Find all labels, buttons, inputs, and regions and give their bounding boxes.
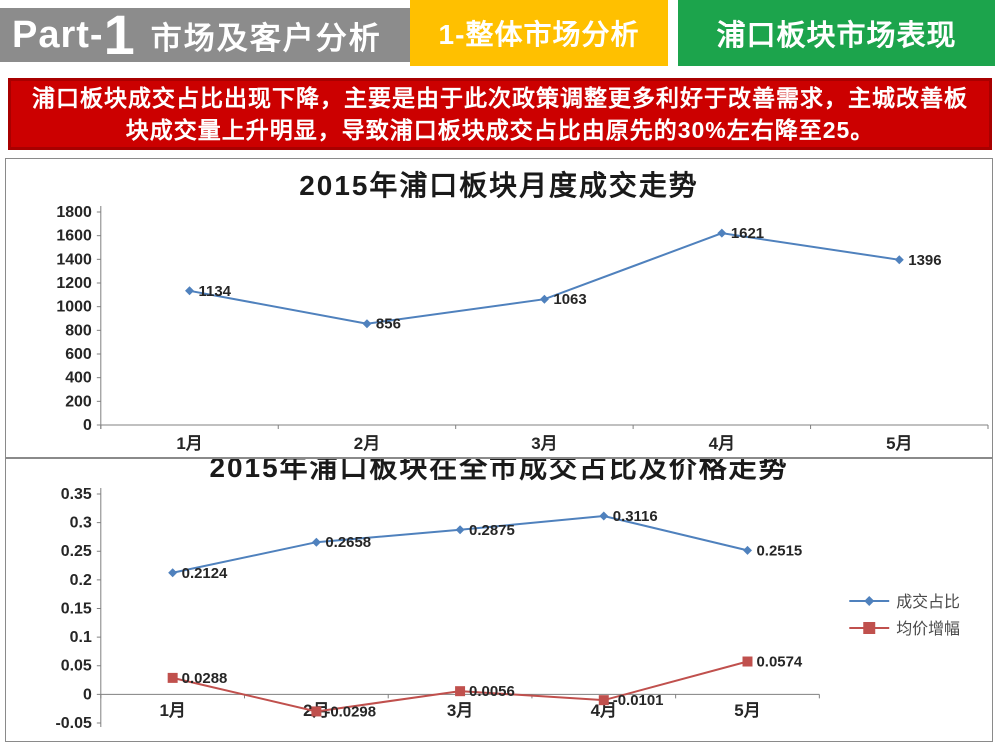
data-point-label: -0.0298 [325, 703, 376, 720]
category-label: 5月 [734, 701, 760, 720]
data-point-label: 0.3116 [613, 508, 658, 525]
data-point-label: 0.2124 [182, 565, 228, 582]
data-point-marker [455, 525, 465, 535]
y-tick-label: 1200 [56, 275, 92, 292]
data-point-marker [455, 686, 466, 697]
data-point-marker [598, 695, 609, 706]
data-point-label: -0.0101 [613, 692, 664, 709]
data-point-marker [742, 656, 753, 667]
data-point-label: 856 [376, 316, 401, 333]
data-point-label: 0.2658 [325, 534, 371, 551]
y-tick-label: 0.1 [70, 629, 92, 646]
legend-label: 成交占比 [896, 593, 960, 611]
y-tick-label: 1600 [56, 228, 92, 245]
data-point-marker [185, 286, 195, 296]
data-point-marker [311, 537, 321, 547]
data-point-marker [362, 319, 372, 329]
part-banner: Part- 1 市场及客户分析 [0, 3, 410, 66]
y-tick-label: 1800 [56, 204, 92, 221]
y-tick-label: 0.2 [70, 572, 92, 589]
share-price-chart-svg: 2015年浦口板块在全市成交占比及价格走势 -0.05 0 0.05 0.1 0.15 0.… [55, 459, 960, 732]
legend-marker [864, 596, 875, 606]
data-point-marker [167, 672, 178, 683]
data-point-label: 1063 [553, 291, 586, 308]
category-label: 3月 [447, 701, 473, 720]
tab-overall-market: 1-整体市场分析 [410, 0, 668, 66]
series-line [189, 232, 900, 325]
category-label: 4月 [591, 701, 617, 720]
data-point-label: 0.0056 [469, 683, 515, 700]
data-point-marker [894, 255, 904, 265]
category-label: 4月 [709, 434, 735, 453]
tab-pukou-performance: 浦口板块市场表现 [678, 0, 995, 66]
category-label: 2月 [354, 434, 380, 453]
data-point-marker [311, 706, 322, 717]
y-tick-label: 1400 [56, 251, 92, 268]
chart-title: 2015年浦口板块在全市成交占比及价格走势 [209, 459, 788, 483]
legend-marker [863, 622, 876, 634]
y-tick-label: 0.35 [61, 486, 92, 503]
category-label: 3月 [531, 434, 557, 453]
monthly-volume-chart-svg: 2015年浦口板块月度成交走势 0 200 400 600 800 1000 1200 1400… [56, 169, 989, 453]
category-label: 1月 [176, 434, 202, 453]
category-label: 5月 [886, 434, 912, 453]
data-point-label: 1621 [731, 225, 764, 242]
y-tick-label: 0 [83, 417, 92, 434]
category-label: 1月 [159, 701, 185, 720]
series-line [172, 514, 748, 574]
part-number: 1 [103, 3, 135, 66]
y-tick-label: 200 [65, 393, 92, 410]
data-point-marker [168, 568, 178, 578]
y-tick-label: 0.15 [61, 600, 92, 617]
y-tick-label: 0.05 [61, 658, 92, 675]
share-price-chart: 2015年浦口板块在全市成交占比及价格走势 -0.05 0 0.05 0.1 0.15 0.… [5, 458, 993, 742]
legend-label: 均价增幅 [896, 620, 960, 638]
y-tick-label: 800 [65, 322, 92, 339]
data-point-marker [743, 545, 752, 555]
chart-title: 2015年浦口板块月度成交走势 [299, 169, 698, 201]
data-point-marker [539, 294, 549, 304]
data-point-label: 1396 [908, 252, 941, 269]
section-title: 市场及客户分析 [150, 20, 382, 56]
data-point-label: 0.2875 [469, 522, 515, 539]
data-point-label: 0.2515 [756, 542, 802, 559]
y-tick-label: 0.25 [61, 543, 92, 560]
monthly-volume-chart: 2015年浦口板块月度成交走势 0 200 400 600 800 1000 1200 1400… [5, 158, 993, 458]
data-point-marker [599, 511, 609, 521]
y-tick-label: 0 [83, 686, 92, 703]
part-label: Part- [12, 13, 104, 56]
y-tick-label: 1000 [56, 299, 92, 316]
summary-banner: 浦口板块成交占比出现下降，主要是由于此次政策调整更多利好于改善需求，主城改善板块… [8, 78, 992, 150]
y-tick-label: -0.05 [55, 715, 91, 732]
data-point-label: 0.0288 [182, 670, 228, 687]
data-point-label: 1134 [199, 283, 232, 300]
y-tick-label: 400 [65, 370, 92, 387]
y-tick-label: 0.3 [70, 515, 92, 532]
data-point-marker [717, 228, 727, 238]
y-tick-label: 600 [65, 346, 92, 363]
data-point-label: 0.0574 [756, 654, 802, 671]
